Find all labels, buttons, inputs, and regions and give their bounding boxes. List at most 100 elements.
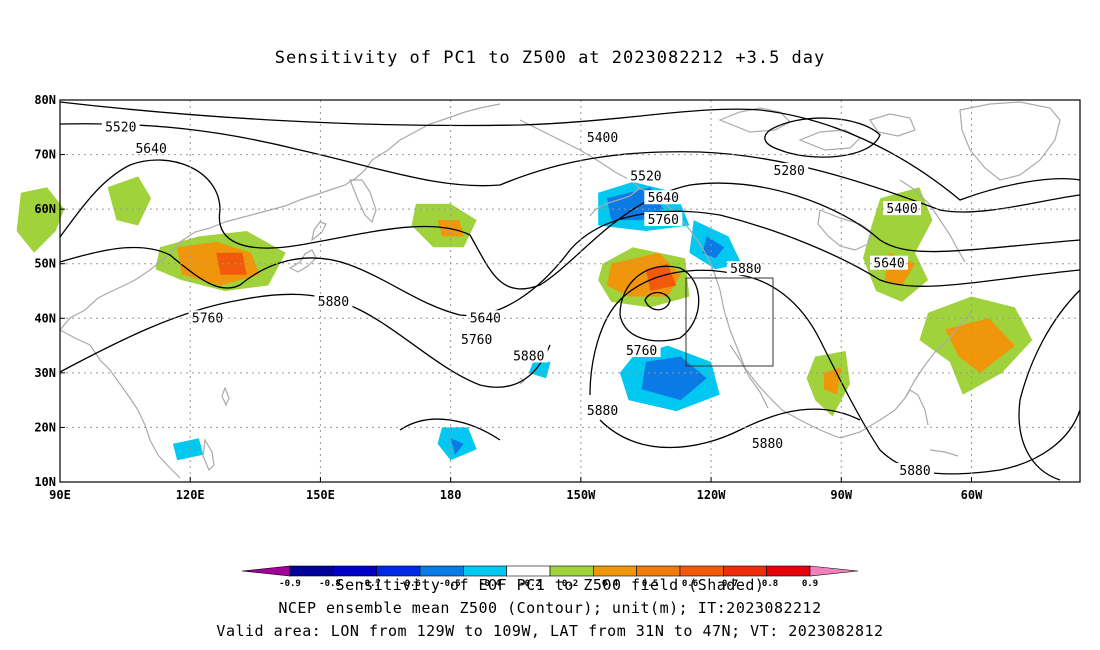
- contour-label: 5640: [135, 142, 166, 157]
- contour-label: 5760: [192, 311, 223, 326]
- contour-label: 5400: [587, 131, 618, 146]
- colorbar-label: -0.4: [479, 579, 501, 589]
- contour-5880-middle: [589, 269, 1081, 475]
- lon-tick-label: 60W: [961, 488, 983, 502]
- contour-5880-east: [1018, 289, 1081, 481]
- lat-tick-label: 10N: [34, 475, 56, 489]
- shaded-region-25: [945, 318, 1015, 373]
- contour-label: 5640: [470, 311, 501, 326]
- colorbar-min-arrow: [241, 565, 291, 577]
- valid-area-box: [685, 277, 774, 367]
- colorbar-label: -0.7: [359, 579, 381, 589]
- colorbar-segment: [333, 565, 377, 577]
- z500-contours: [59, 101, 1081, 481]
- colorbar-segment: [679, 565, 724, 577]
- colorbar-segment: [593, 565, 637, 577]
- shaded-region-19: [528, 361, 551, 379]
- contour-5880-west: [59, 293, 551, 388]
- contour-label-bg: [726, 261, 765, 276]
- colorbar-segment: [766, 565, 811, 577]
- contour-label: 5880: [899, 464, 930, 479]
- contour-label-bg: [583, 130, 622, 145]
- contour-label-bg: [509, 348, 548, 363]
- contour-5760-cutoff: [619, 265, 700, 342]
- colorbar-segment: [636, 565, 681, 577]
- colorbar-label: 0.2: [562, 579, 578, 589]
- colorbar-label: 0.9: [802, 579, 818, 589]
- lat-tick-label: 20N: [34, 420, 56, 434]
- contour-label-bg: [466, 310, 505, 325]
- shaded-region-17: [450, 438, 464, 455]
- contour-label-bg: [101, 119, 140, 134]
- contour-label-bg: [188, 310, 227, 325]
- lat-tick-label: 40N: [34, 311, 56, 325]
- lat-tick-label: 30N: [34, 366, 56, 380]
- lat-tick-label: 60N: [34, 202, 56, 216]
- shaded-region-13: [646, 263, 677, 291]
- footer-line-2: NCEP ensemble mean Z500 (Contour); unit(…: [278, 599, 822, 617]
- colorbar-label: 0.4: [602, 579, 619, 589]
- contour-label-bg: [770, 162, 809, 177]
- colorbar-segment: [376, 565, 421, 577]
- contour-label: 5880: [752, 437, 783, 452]
- shaded-region-4: [216, 252, 247, 275]
- contour-5280-line: [764, 117, 881, 158]
- shaded-region-20: [863, 187, 933, 302]
- shaded-region-0: [16, 187, 65, 253]
- contour-label: 5520: [630, 169, 661, 184]
- lat-tick-label: 80N: [34, 93, 56, 107]
- colorbar-label: -0.9: [279, 579, 301, 589]
- contour-label-bg: [644, 190, 683, 205]
- contour-label: 5640: [648, 191, 679, 206]
- colorbar-label: 0.8: [762, 579, 778, 589]
- lat-tick-label: 70N: [34, 148, 56, 162]
- contour-5880-south: [399, 418, 501, 441]
- colorbar-label: -0.8: [319, 579, 341, 589]
- shaded-region-1: [107, 176, 152, 226]
- colorbar-label: 0.6: [682, 579, 698, 589]
- colorbar-segment: [549, 565, 594, 577]
- chart-title: Sensitivity of PC1 to Z500 at 2023082212…: [274, 48, 826, 68]
- colorbar-segment: [506, 565, 551, 577]
- colorbar-segment: [289, 565, 334, 577]
- colorbar-segment: [419, 565, 464, 577]
- shaded-region-18: [172, 438, 204, 461]
- contour-label-bg: [748, 435, 787, 450]
- contour-5520-line: [59, 123, 1081, 213]
- contour-label: 5760: [648, 213, 679, 228]
- contour-label: 5760: [626, 344, 657, 359]
- shaded-region-10: [702, 236, 725, 259]
- contour-label: 5520: [105, 120, 136, 135]
- colorbar-label: -0.6: [399, 579, 421, 589]
- footer-line-1: Sensitivity of EOF PC1 to Z500 field (Sh…: [335, 576, 765, 594]
- lon-tick-label: 120E: [176, 488, 205, 502]
- contour-label: 5760: [461, 333, 492, 348]
- contour-label: 5400: [886, 202, 917, 217]
- lon-tick-label: 120W: [697, 488, 727, 502]
- contour-label-bg: [622, 343, 661, 358]
- footer-line-3: Valid area: LON from 129W to 109W, LAT f…: [216, 622, 884, 640]
- colorbar-label: 0.7: [722, 579, 738, 589]
- contour-label: 5880: [587, 404, 618, 419]
- lon-tick-label: 90W: [830, 488, 852, 502]
- lon-tick-label: 150E: [306, 488, 335, 502]
- colorbar-label: -0.2: [519, 579, 541, 589]
- shaded-region-15: [641, 356, 707, 401]
- contour-label-bg: [870, 255, 909, 270]
- contour-label: 5880: [730, 262, 761, 277]
- contour-label-bg: [132, 141, 171, 156]
- lon-tick-label: 150W: [566, 488, 596, 502]
- colorbar-label: 0.5: [642, 579, 658, 589]
- colorbar: -0.9 -0.8 -0.7 -0.6 -0.5 -0.4 -0.2 0.2 0.4 0.5 0.6…: [241, 565, 859, 589]
- lat-tick-label: 50N: [34, 257, 56, 271]
- contour-label-bg: [644, 212, 683, 227]
- colorbar-segment: [723, 565, 767, 577]
- contour-5640-cutoff: [644, 291, 671, 311]
- contour-labels: 5520 5640 5400 5520 5280 5640 5760 5400 5640 5880…: [101, 119, 935, 479]
- axis-ticks: 90E 120E 150E 180 150W 120W 90W 60W 80N 70N 60N 50N…: [34, 93, 983, 502]
- map-frame: [59, 99, 1081, 483]
- colorbar-segment: [463, 565, 507, 577]
- coastlines: [59, 101, 1061, 479]
- contour-label-bg: [457, 332, 496, 347]
- colorbar-max-arrow: [809, 565, 859, 577]
